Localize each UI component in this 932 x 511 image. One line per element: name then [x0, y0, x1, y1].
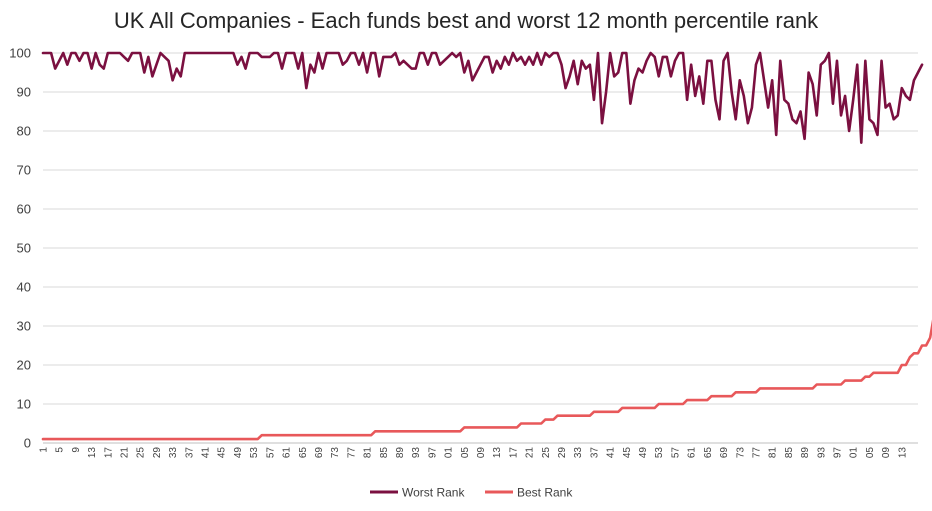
x-tick-label: 33	[168, 447, 179, 459]
y-axis: 0 10 20 30 40 50 60 70 80 90 100	[9, 46, 31, 451]
x-tick-label: 57	[670, 447, 681, 459]
x-tick-label: 61	[282, 447, 293, 459]
x-tick-label: 29	[152, 447, 163, 459]
gridlines	[43, 52, 918, 405]
x-tick-label: 85	[784, 447, 795, 459]
series-lines	[41, 51, 932, 441]
x-tick-label: 69	[719, 447, 730, 459]
x-tick-label: 81	[363, 447, 374, 459]
x-tick-label: 1	[39, 447, 50, 453]
x-tick-label: 05	[460, 447, 471, 459]
x-tick-label: 97	[832, 447, 843, 459]
y-tick-label: 70	[17, 163, 31, 178]
y-tick-label: 50	[17, 241, 31, 256]
x-tick-label: 89	[800, 447, 811, 459]
x-tick-label: 77	[751, 447, 762, 459]
legend: Worst Rank Best Rank	[370, 486, 573, 500]
x-tick-label: 53	[654, 447, 665, 459]
series-line-worst-rank	[41, 51, 924, 144]
legend-label-worst-rank: Worst Rank	[402, 486, 465, 500]
legend-label-best-rank: Best Rank	[517, 486, 573, 500]
y-tick-label: 30	[17, 319, 31, 334]
x-tick-label: 09	[476, 447, 487, 459]
chart-title: UK All Companies - Each funds best and w…	[113, 8, 819, 33]
y-tick-label: 60	[17, 202, 31, 217]
y-tick-label: 80	[17, 124, 31, 139]
x-tick-label: 21	[120, 447, 131, 459]
x-tick-label: 21	[525, 447, 536, 459]
x-tick-label: 77	[346, 447, 357, 459]
x-tick-label: 89	[395, 447, 406, 459]
x-tick-label: 69	[314, 447, 325, 459]
y-tick-label: 10	[17, 397, 31, 412]
x-tick-label: 45	[622, 447, 633, 459]
x-tick-label: 81	[768, 447, 779, 459]
x-tick-label: 13	[492, 447, 503, 459]
x-tick-label: 25	[541, 447, 552, 459]
x-tick-label: 29	[557, 447, 568, 459]
x-tick-label: 93	[816, 447, 827, 459]
y-tick-label: 90	[17, 85, 31, 100]
x-tick-label: 37	[184, 447, 195, 459]
x-tick-label: 9	[71, 447, 82, 453]
x-tick-label: 5	[55, 447, 66, 453]
x-tick-label: 13	[897, 447, 908, 459]
x-tick-label: 85	[379, 447, 390, 459]
x-tick-label: 97	[427, 447, 438, 459]
x-tick-label: 17	[508, 447, 519, 459]
x-tick-label: 01	[444, 447, 455, 459]
x-tick-label: 09	[881, 447, 892, 459]
y-tick-label: 40	[17, 280, 31, 295]
x-tick-label: 41	[201, 447, 212, 459]
x-axis: 1 5 9 13 17 21 25 29 33 37 41 45 49 53 57 61 65 69 73 77 81 8…	[39, 442, 918, 459]
x-tick-label: 05	[865, 447, 876, 459]
x-tick-label: 57	[265, 447, 276, 459]
x-tick-label: 93	[411, 447, 422, 459]
x-tick-label: 65	[298, 447, 309, 459]
x-tick-label: 17	[103, 447, 114, 459]
x-tick-label: 53	[249, 447, 260, 459]
x-tick-label: 65	[703, 447, 714, 459]
x-tick-label: 73	[735, 447, 746, 459]
x-tick-label: 37	[589, 447, 600, 459]
x-tick-label: 61	[687, 447, 698, 459]
x-tick-label: 13	[87, 447, 98, 459]
x-tick-label: 41	[606, 447, 617, 459]
x-tick-label: 73	[330, 447, 341, 459]
y-tick-label: 0	[24, 436, 31, 451]
x-tick-label: 25	[136, 447, 147, 459]
series-line-best-rank	[41, 319, 932, 441]
y-tick-label: 20	[17, 358, 31, 373]
x-tick-label: 49	[638, 447, 649, 459]
x-tick-label: 33	[573, 447, 584, 459]
x-tick-label: 01	[849, 447, 860, 459]
y-tick-label: 100	[9, 46, 31, 61]
x-tick-label: 45	[217, 447, 228, 459]
x-tick-label: 49	[233, 447, 244, 459]
